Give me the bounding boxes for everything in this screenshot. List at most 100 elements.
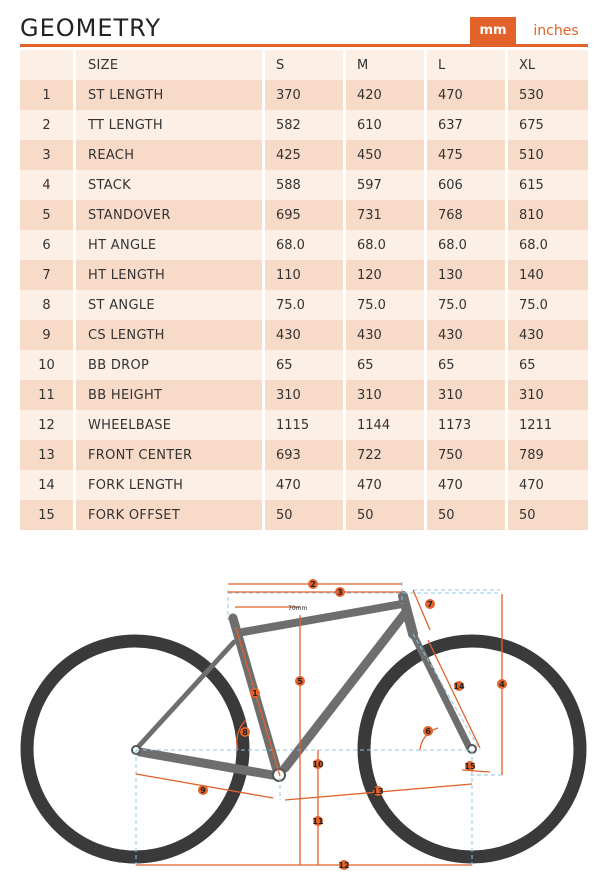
- row-dimension-name: HT LENGTH: [76, 260, 265, 290]
- dimension-markers: 1 2 3 4 5 6 7 8 9 10 11 12 13 14 15: [198, 579, 507, 870]
- row-value-s: 50: [265, 500, 346, 530]
- row-value-xl: 68.0: [508, 230, 588, 260]
- svg-text:3: 3: [337, 588, 343, 597]
- row-value-s: 588: [265, 170, 346, 200]
- row-value-l: 475: [427, 140, 508, 170]
- marker-10: 10: [312, 759, 324, 769]
- row-dimension-name: STACK: [76, 170, 265, 200]
- row-value-m: 75.0: [346, 290, 427, 320]
- row-value-xl: 615: [508, 170, 588, 200]
- svg-text:11: 11: [312, 817, 324, 826]
- table-row: 12 WHEELBASE 1115 1144 1173 1211: [20, 410, 588, 440]
- row-value-m: 120: [346, 260, 427, 290]
- row-value-l: 75.0: [427, 290, 508, 320]
- row-value-s: 75.0: [265, 290, 346, 320]
- row-value-m: 65: [346, 350, 427, 380]
- marker-3: 3: [335, 587, 345, 597]
- row-dimension-name: FORK LENGTH: [76, 470, 265, 500]
- row-index: 6: [20, 230, 76, 260]
- marker-1: 1: [250, 688, 260, 698]
- row-value-s: 693: [265, 440, 346, 470]
- marker-12: 12: [338, 860, 350, 870]
- row-dimension-name: REACH: [76, 140, 265, 170]
- marker-9: 9: [198, 785, 208, 795]
- row-value-xl: 810: [508, 200, 588, 230]
- row-value-s: 110: [265, 260, 346, 290]
- svg-text:15: 15: [464, 762, 476, 771]
- table-header-s: S: [265, 50, 346, 80]
- row-value-m: 68.0: [346, 230, 427, 260]
- row-value-m: 597: [346, 170, 427, 200]
- row-value-l: 606: [427, 170, 508, 200]
- row-value-l: 65: [427, 350, 508, 380]
- table-row: 6 HT ANGLE 68.0 68.0 68.0 68.0: [20, 230, 588, 260]
- row-value-l: 750: [427, 440, 508, 470]
- row-index: 15: [20, 500, 76, 530]
- row-dimension-name: ST LENGTH: [76, 80, 265, 110]
- marker-7: 7: [425, 599, 435, 609]
- bike-geometry-diagram: 1 2 3 4 5 6 7 8 9 10 11 12 13 14 15 70mm: [20, 579, 587, 870]
- table-row: 4 STACK 588 597 606 615: [20, 170, 588, 200]
- row-value-xl: 75.0: [508, 290, 588, 320]
- svg-text:2: 2: [310, 580, 316, 589]
- row-dimension-name: TT LENGTH: [76, 110, 265, 140]
- unit-mm-button[interactable]: mm: [470, 17, 516, 44]
- row-index: 12: [20, 410, 76, 440]
- row-value-xl: 675: [508, 110, 588, 140]
- row-value-s: 310: [265, 380, 346, 410]
- row-value-xl: 510: [508, 140, 588, 170]
- row-value-s: 370: [265, 80, 346, 110]
- unit-inches-button[interactable]: inches: [533, 22, 579, 39]
- geometry-header: GEOMETRY mm inches: [20, 14, 588, 46]
- row-value-xl: 140: [508, 260, 588, 290]
- row-index: 14: [20, 470, 76, 500]
- row-value-xl: 1211: [508, 410, 588, 440]
- geometry-table: SIZE S M L XL 1 ST LENGTH 370 420 470 530 2 TT …: [20, 50, 588, 530]
- svg-text:6: 6: [425, 727, 431, 736]
- row-index: 10: [20, 350, 76, 380]
- row-value-m: 50: [346, 500, 427, 530]
- row-value-s: 68.0: [265, 230, 346, 260]
- table-header-index: [20, 50, 76, 80]
- page-title: GEOMETRY: [20, 14, 161, 42]
- row-value-s: 1115: [265, 410, 346, 440]
- guide-lines: [135, 582, 505, 865]
- row-value-xl: 470: [508, 470, 588, 500]
- row-value-m: 420: [346, 80, 427, 110]
- table-row: 8 ST ANGLE 75.0 75.0 75.0 75.0: [20, 290, 588, 320]
- table-row: 13 FRONT CENTER 693 722 750 789: [20, 440, 588, 470]
- row-index: 5: [20, 200, 76, 230]
- row-dimension-name: STANDOVER: [76, 200, 265, 230]
- row-dimension-name: WHEELBASE: [76, 410, 265, 440]
- table-header-xl: XL: [508, 50, 588, 80]
- rear-wheel: [20, 634, 250, 864]
- row-value-l: 68.0: [427, 230, 508, 260]
- row-value-l: 637: [427, 110, 508, 140]
- marker-5: 5: [295, 676, 305, 686]
- row-index: 8: [20, 290, 76, 320]
- svg-text:9: 9: [200, 786, 206, 795]
- table-row: 5 STANDOVER 695 731 768 810: [20, 200, 588, 230]
- row-value-m: 450: [346, 140, 427, 170]
- svg-text:8: 8: [242, 728, 248, 737]
- row-value-m: 470: [346, 470, 427, 500]
- row-value-s: 425: [265, 140, 346, 170]
- svg-text:14: 14: [453, 682, 465, 691]
- table-header-size: SIZE: [76, 50, 265, 80]
- row-value-xl: 789: [508, 440, 588, 470]
- row-value-s: 65: [265, 350, 346, 380]
- table-row: 9 CS LENGTH 430 430 430 430: [20, 320, 588, 350]
- row-value-l: 470: [427, 470, 508, 500]
- row-value-l: 430: [427, 320, 508, 350]
- svg-text:5: 5: [297, 677, 303, 686]
- table-header-m: M: [346, 50, 427, 80]
- marker-14: 14: [453, 681, 465, 691]
- row-value-xl: 310: [508, 380, 588, 410]
- row-value-s: 695: [265, 200, 346, 230]
- row-value-l: 768: [427, 200, 508, 230]
- row-index: 3: [20, 140, 76, 170]
- svg-text:7: 7: [427, 600, 433, 609]
- table-row: 11 BB HEIGHT 310 310 310 310: [20, 380, 588, 410]
- row-index: 2: [20, 110, 76, 140]
- offset-note: 70mm: [288, 605, 307, 612]
